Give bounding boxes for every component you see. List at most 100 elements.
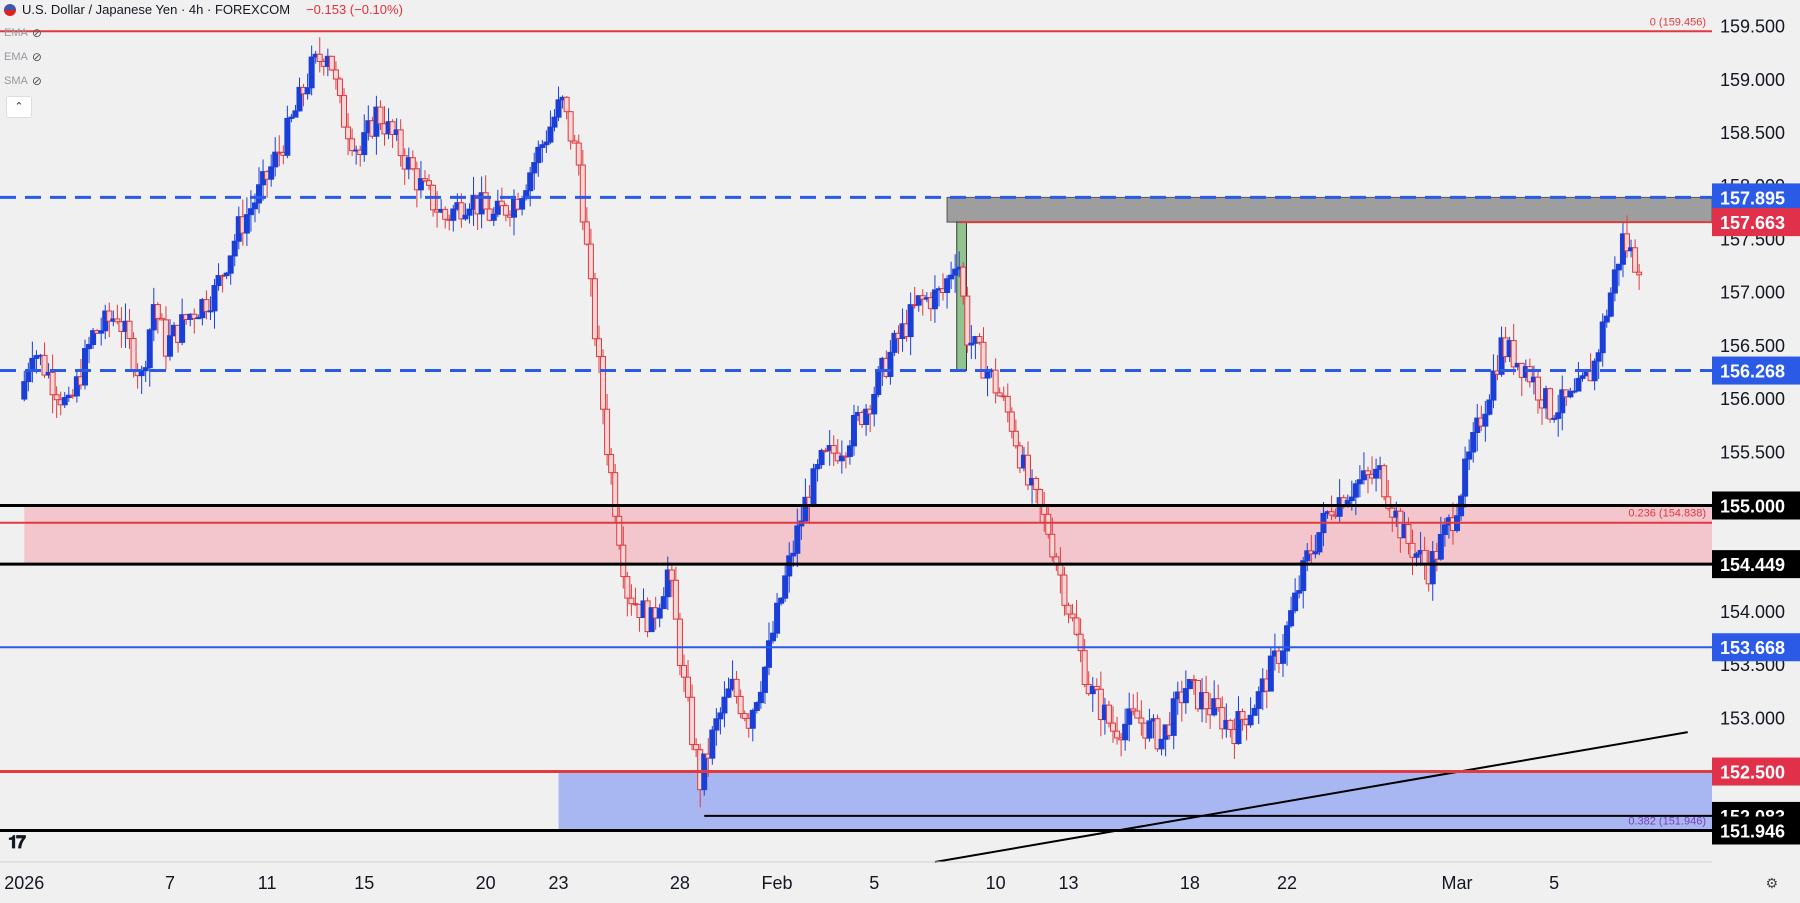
indicator-ema-2[interactable]: EMA ⊘ xyxy=(4,50,42,64)
axis-badge-label-2: 157.663 xyxy=(1720,213,1785,233)
candle-body-398 xyxy=(1632,247,1639,273)
indicator-ema-1[interactable]: EMA ⊘ xyxy=(4,26,42,40)
candle-body-140 xyxy=(587,243,594,280)
gear-icon[interactable]: ⚙ xyxy=(1765,875,1778,891)
candle-body-137 xyxy=(575,142,582,166)
candle-body-186 xyxy=(774,602,781,634)
candle-body-269 xyxy=(1110,722,1117,732)
candle-body-177 xyxy=(737,695,744,715)
candle-body-379 xyxy=(1555,412,1562,419)
candle-body-52 xyxy=(231,240,238,257)
candle-body-16 xyxy=(86,344,93,350)
candle-body-238 xyxy=(984,371,991,379)
eye-hidden-icon[interactable]: ⊘ xyxy=(31,26,42,40)
chevron-up-icon: ⌃ xyxy=(14,101,24,113)
candle-body-150 xyxy=(628,597,635,605)
candle-body-142 xyxy=(595,338,602,358)
candle-body-146 xyxy=(612,472,619,517)
candle-body-104 xyxy=(442,208,449,220)
candle-body-1 xyxy=(25,370,32,383)
eye-hidden-icon[interactable]: ⊘ xyxy=(31,50,42,64)
candle-body-270 xyxy=(1114,730,1121,739)
indicator-label: EMA xyxy=(4,27,28,39)
candle-body-55 xyxy=(243,214,250,234)
axis-badge-10 xyxy=(1712,816,1800,845)
indicator-sma[interactable]: SMA ⊘ xyxy=(4,74,42,88)
candle-body-202 xyxy=(838,455,845,462)
candle-body-361 xyxy=(1482,413,1489,427)
candle-body-84 xyxy=(361,132,368,156)
candle-body-108 xyxy=(458,202,465,220)
candle-body-138 xyxy=(579,164,586,223)
candle-body-385 xyxy=(1579,375,1586,379)
candle-body-184 xyxy=(765,640,772,668)
candle-body-110 xyxy=(466,208,473,216)
candle-body-187 xyxy=(778,597,785,604)
candle-body-211 xyxy=(875,369,882,395)
candle-body-157 xyxy=(656,608,663,619)
eye-hidden-icon[interactable]: ⊘ xyxy=(31,74,42,88)
candle-body-189 xyxy=(786,555,793,577)
candle-body-296 xyxy=(1219,707,1226,730)
collapse-legend-button[interactable]: ⌃ xyxy=(6,96,32,118)
candle-body-66 xyxy=(288,116,295,119)
candle-body-396 xyxy=(1624,233,1631,252)
candle-body-80 xyxy=(345,126,352,140)
candle-body-372 xyxy=(1526,366,1533,383)
candle-body-70 xyxy=(304,87,311,95)
candle-body-208 xyxy=(863,408,870,425)
candle-body-336 xyxy=(1381,465,1388,498)
candle-body-158 xyxy=(660,596,667,610)
candle-body-131 xyxy=(551,116,558,128)
candle-body-88 xyxy=(377,106,384,125)
candle-body-145 xyxy=(608,454,615,474)
y-tick-label-5: 157.000 xyxy=(1720,283,1785,303)
candle-body-61 xyxy=(268,166,275,180)
candle-body-254 xyxy=(1049,533,1056,558)
candle-body-346 xyxy=(1421,550,1428,566)
x-tick-label-10: 13 xyxy=(1058,873,1078,893)
candle-body-244 xyxy=(1008,411,1015,432)
y-tick-label-1: 159.000 xyxy=(1720,70,1785,90)
candle-body-170 xyxy=(709,729,716,759)
fib-label-5: 0.236 (154.838) xyxy=(1628,508,1706,520)
y-tick-label-0: 159.500 xyxy=(1720,17,1785,37)
x-tick-label-11: 18 xyxy=(1180,873,1200,893)
candle-body-280 xyxy=(1154,718,1161,750)
candle-body-268 xyxy=(1105,704,1112,724)
y-tick-label-11: 154.000 xyxy=(1720,602,1785,622)
candle-body-165 xyxy=(689,696,696,746)
candle-body-96 xyxy=(409,157,416,170)
candle-body-332 xyxy=(1364,470,1371,475)
candle-body-374 xyxy=(1534,376,1541,401)
candle-body-195 xyxy=(810,468,817,506)
candle-body-132 xyxy=(555,99,562,118)
zone-2 xyxy=(946,196,1713,223)
candle-body-358 xyxy=(1470,432,1477,453)
candle-body-51 xyxy=(227,255,234,274)
candle-body-48 xyxy=(215,275,222,287)
candle-body-240 xyxy=(992,369,999,394)
candle-body-193 xyxy=(802,496,809,522)
candle-body-141 xyxy=(591,278,598,340)
fib-label-10: 0.382 (151.946) xyxy=(1628,815,1706,827)
candle-body-266 xyxy=(1097,688,1104,721)
candle-body-125 xyxy=(527,172,534,192)
candle-body-148 xyxy=(620,544,627,578)
y-tick-label-13: 153.000 xyxy=(1720,708,1785,728)
candle-body-342 xyxy=(1405,524,1412,544)
zone-1 xyxy=(558,771,1712,831)
axis-badge-label-8: 152.500 xyxy=(1720,763,1785,783)
candle-body-356 xyxy=(1462,458,1469,497)
candle-body-251 xyxy=(1037,489,1044,507)
x-tick-label-6: 28 xyxy=(670,873,690,893)
candle-body-272 xyxy=(1122,723,1129,741)
candle-body-13 xyxy=(73,376,80,397)
candle-body-331 xyxy=(1360,470,1367,481)
candle-body-308 xyxy=(1267,655,1274,692)
candle-body-128 xyxy=(539,144,546,148)
candle-body-163 xyxy=(680,665,687,678)
price-change: −0.153 (−0.10%) xyxy=(306,2,403,17)
